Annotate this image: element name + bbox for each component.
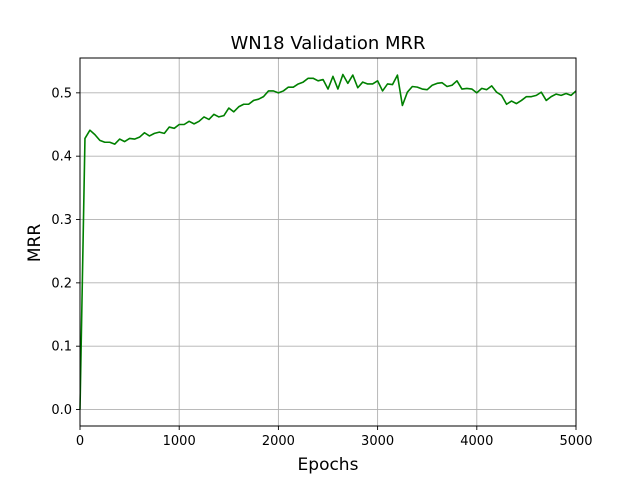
y-tick-label: 0.4: [51, 150, 72, 165]
y-tick-label: 0.0: [51, 403, 72, 418]
y-tick-label: 0.1: [51, 340, 72, 355]
y-tick-label: 0.3: [51, 213, 72, 228]
y-tick-label: 0.2: [51, 276, 72, 291]
x-tick-label: 1000: [163, 434, 196, 449]
chart-title: WN18 Validation MRR: [230, 33, 425, 54]
mrr-series-line: [79, 73, 577, 410]
series-layer: [79, 73, 577, 410]
x-tick-label: 5000: [559, 434, 592, 449]
x-tick-label: 3000: [361, 434, 394, 449]
x-tick-label: 0: [76, 434, 84, 449]
x-axis-label: Epochs: [298, 455, 359, 475]
y-tick-label: 0.5: [51, 86, 72, 101]
ticks: 0 1000 2000 3000 4000 5000 0.0 0.1 0.2 0.3 0.4 0.5: [51, 86, 592, 449]
x-tick-label: 2000: [262, 434, 295, 449]
x-tick-label: 4000: [460, 434, 493, 449]
y-axis-label: MRR: [25, 224, 45, 262]
plot-frame: [79, 57, 577, 427]
